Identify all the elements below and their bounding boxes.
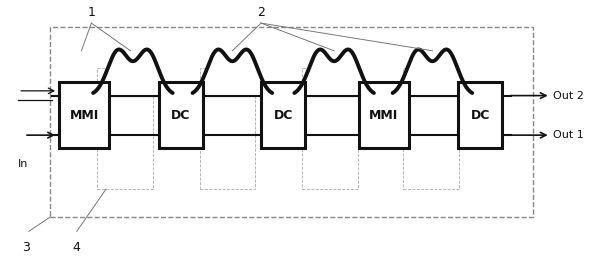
- Bar: [261, 82, 305, 148]
- Bar: [97, 68, 153, 189]
- Text: 2: 2: [257, 6, 265, 19]
- Bar: [50, 27, 533, 217]
- Text: MMI: MMI: [369, 109, 398, 122]
- Text: 1: 1: [88, 6, 95, 19]
- Text: DC: DC: [171, 109, 191, 122]
- Bar: [403, 68, 459, 189]
- Text: In: In: [18, 159, 28, 169]
- Text: Out 2: Out 2: [554, 91, 584, 101]
- Text: DC: DC: [471, 109, 490, 122]
- Text: Out 1: Out 1: [554, 130, 584, 140]
- Bar: [200, 68, 255, 189]
- Bar: [159, 82, 203, 148]
- Text: MMI: MMI: [70, 109, 99, 122]
- Bar: [59, 82, 109, 148]
- Text: DC: DC: [274, 109, 293, 122]
- Text: 3: 3: [22, 241, 30, 254]
- Bar: [458, 82, 502, 148]
- Bar: [302, 68, 358, 189]
- Text: 4: 4: [73, 241, 81, 254]
- Bar: [359, 82, 408, 148]
